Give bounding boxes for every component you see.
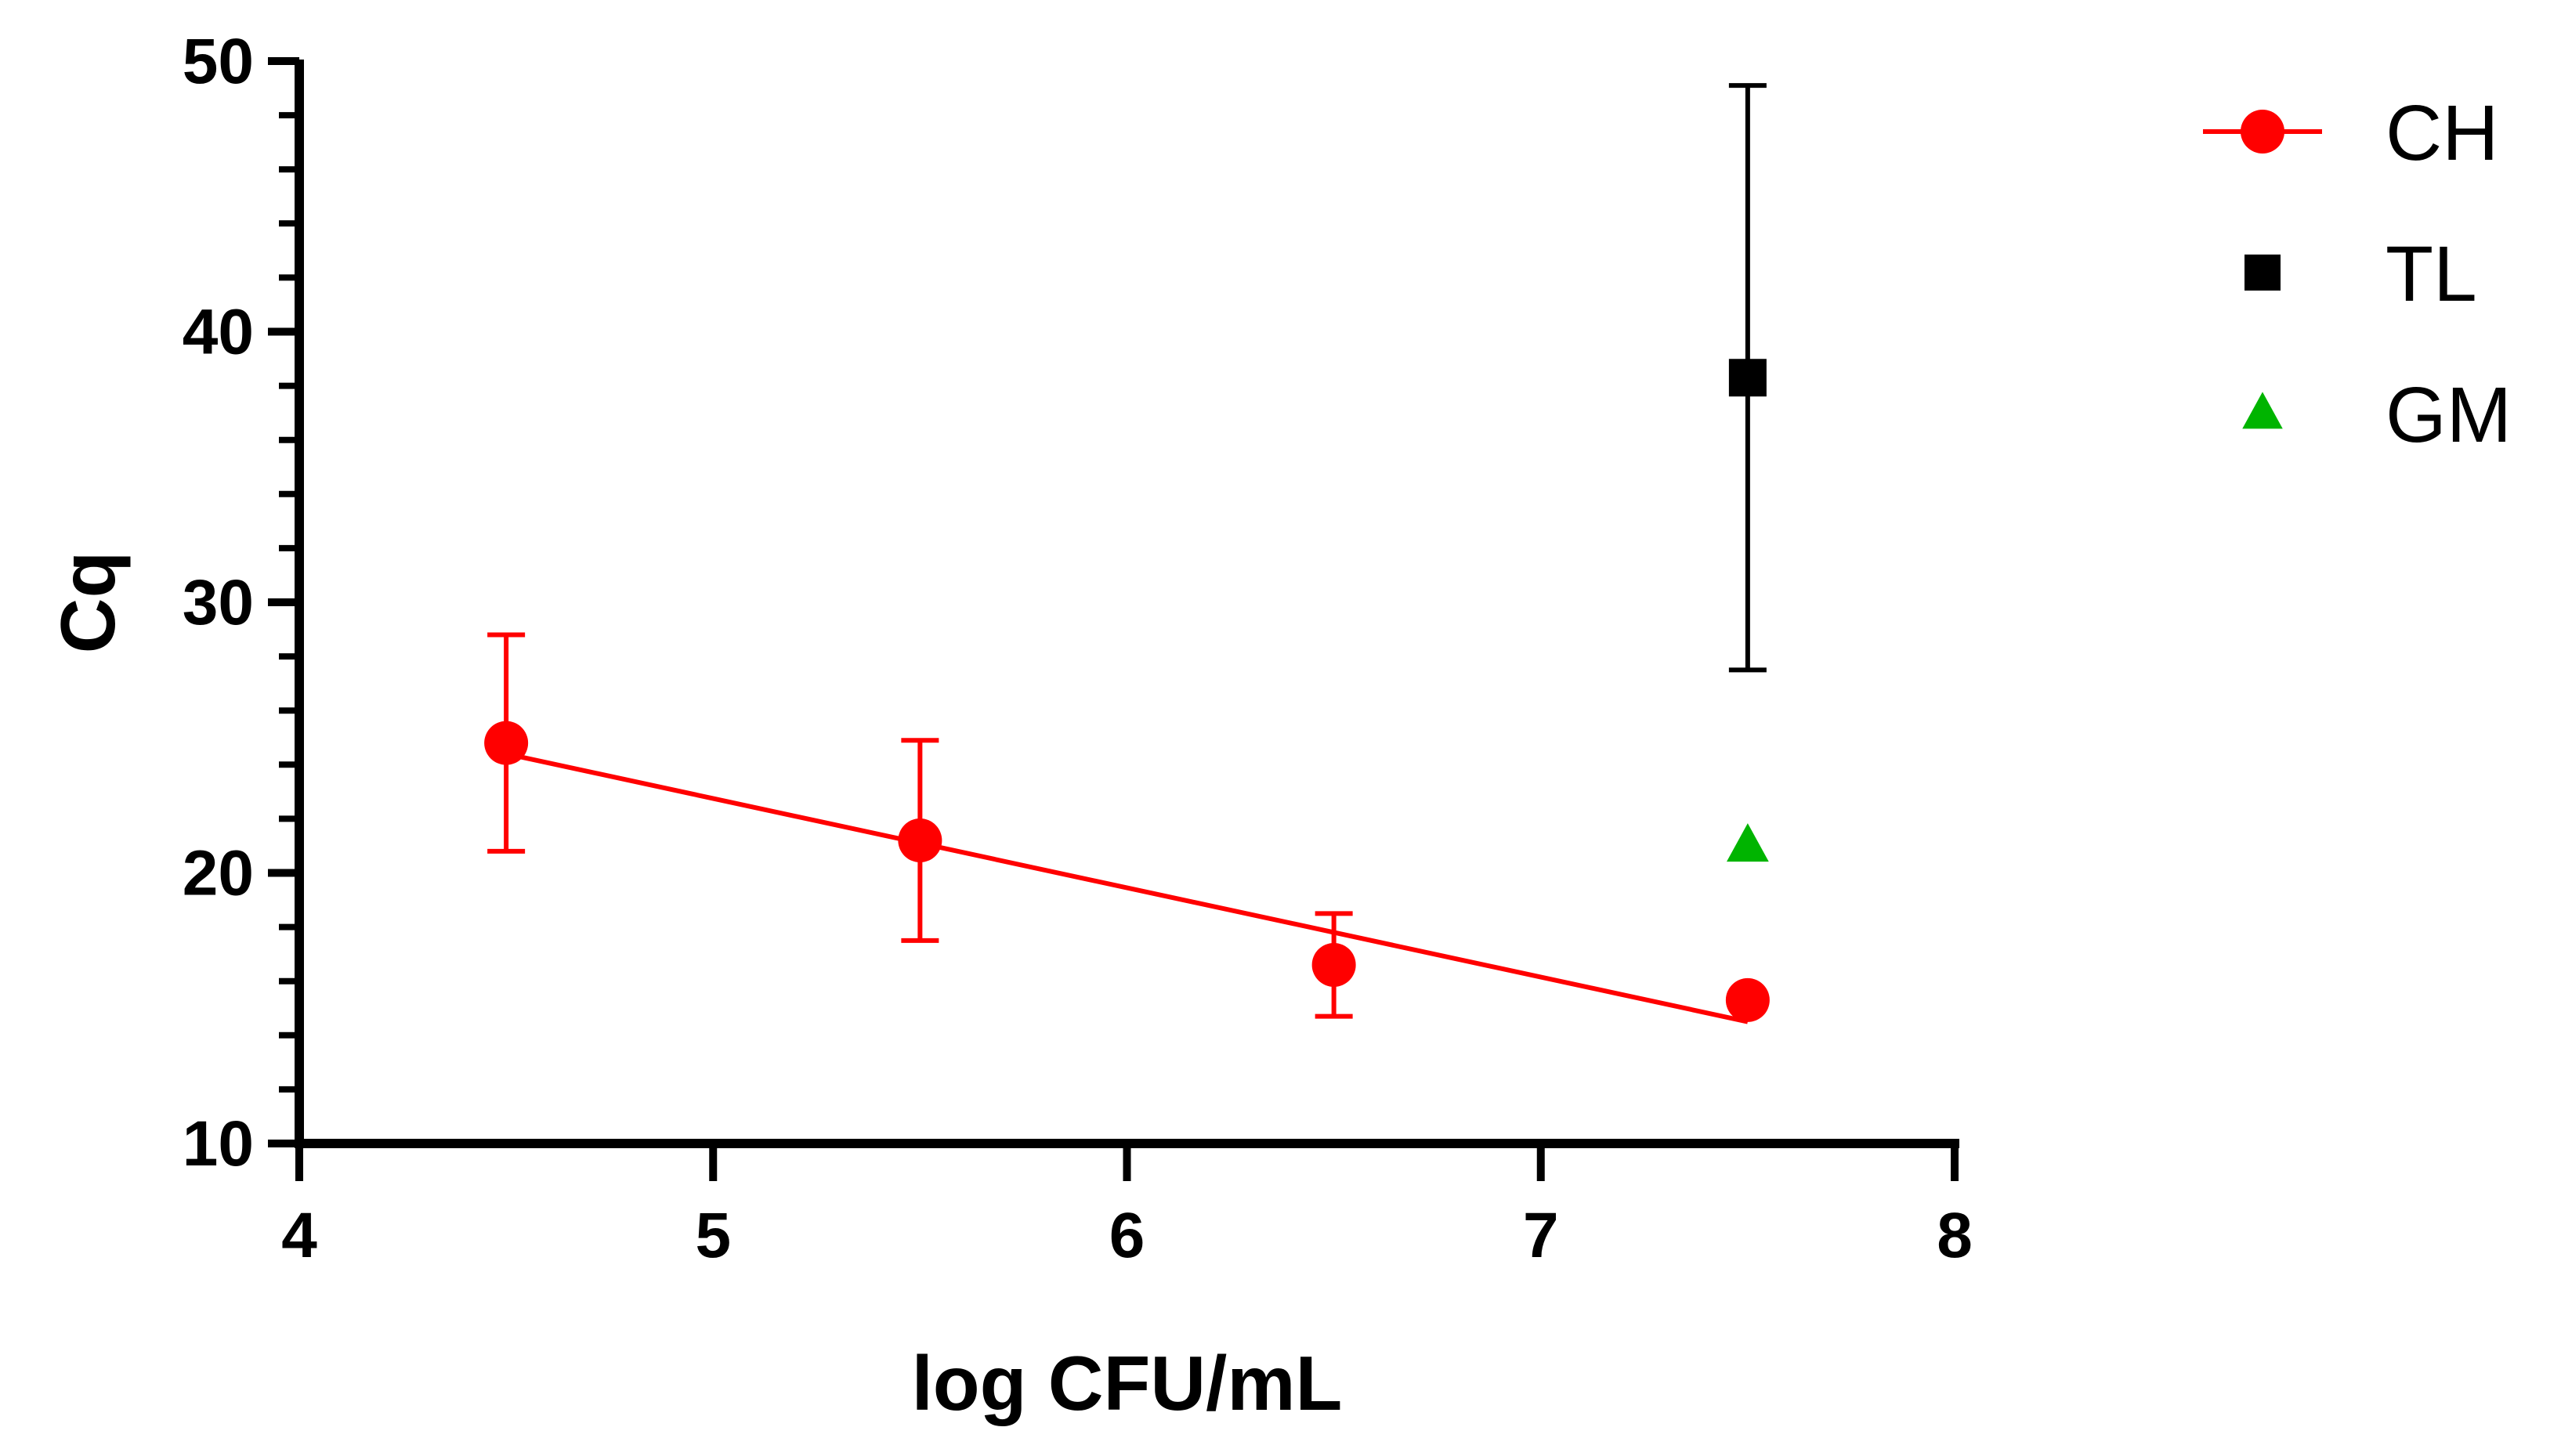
x-tick-label: 6: [1109, 1200, 1145, 1271]
point-gm: [1726, 823, 1769, 862]
series-tl: [1728, 83, 1767, 673]
legend-label-gm: GM: [2386, 371, 2512, 459]
point-ch: [1725, 977, 1770, 1022]
y-tick-label: 50: [183, 26, 254, 97]
y-tick-label: 20: [183, 838, 254, 909]
axes: 10 20 30 40 50 4 5 6 7 8: [183, 26, 1973, 1271]
y-tick-label: 30: [183, 567, 254, 638]
legend-marker-gm: [2242, 392, 2283, 429]
legend-label-ch: CH: [2386, 89, 2498, 177]
legend-marker-ch: [2241, 110, 2284, 154]
point-ch: [1311, 942, 1356, 987]
series-gm: [1726, 823, 1769, 862]
legend-marker-tl: [2244, 255, 2281, 291]
x-tick-label: 5: [695, 1200, 731, 1271]
y-tick-label: 10: [183, 1108, 254, 1180]
point-ch: [898, 818, 942, 863]
x-tick-label: 4: [281, 1200, 317, 1271]
legend-item-ch: CH: [2203, 89, 2498, 177]
x-tick-label: 7: [1523, 1200, 1559, 1271]
x-tick-label: 8: [1937, 1200, 1973, 1271]
legend-item-gm: GM: [2242, 371, 2512, 459]
y-tick-label: 40: [183, 297, 254, 368]
plot-area: [484, 83, 1770, 1024]
point-tl: [1728, 359, 1767, 397]
point-ch: [484, 721, 529, 765]
y-axis-title: Cq: [45, 551, 131, 654]
legend-label-tl: TL: [2386, 230, 2477, 318]
series-ch: [484, 632, 1770, 1024]
fit-line-ch: [505, 751, 1749, 1024]
legend-item-tl: TL: [2244, 230, 2477, 318]
x-axis-title: log CFU/mL: [912, 1340, 1343, 1426]
legend: CH TL GM: [2203, 89, 2512, 459]
